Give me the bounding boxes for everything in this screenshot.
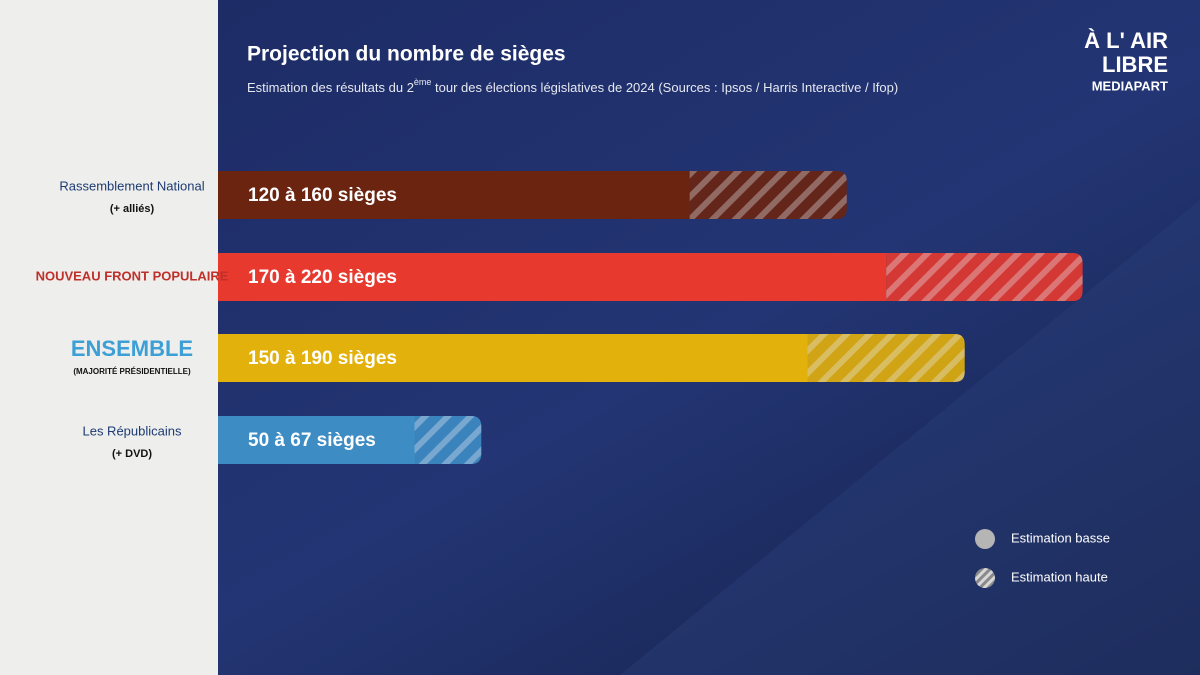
bar-low xyxy=(218,416,415,464)
subtitle-text: Estimation des résultats du 2 xyxy=(247,80,414,95)
party-name: Les Républicains xyxy=(82,423,182,438)
legend-label: Estimation basse xyxy=(1011,530,1110,545)
party-note: (MAJORITÉ PRÉSIDENTIELLE) xyxy=(73,367,191,376)
legend-swatch xyxy=(975,568,995,588)
party-name: Rassemblement National xyxy=(59,178,204,193)
brand: MEDIAPART xyxy=(1092,78,1168,93)
bar-low xyxy=(218,334,808,382)
bar-high xyxy=(807,334,965,382)
party-name: ENSEMBLE xyxy=(71,336,193,361)
subtitle-superscript: ème xyxy=(414,77,432,87)
bar-low xyxy=(218,171,690,219)
building-shade xyxy=(620,200,1200,675)
bar-high xyxy=(886,253,1083,301)
party-name: NOUVEAU FRONT POPULAIRE xyxy=(36,268,229,283)
value-label: 120 à 160 sièges xyxy=(248,185,397,206)
bar-low xyxy=(218,253,887,301)
value-label: 170 à 220 sièges xyxy=(248,267,397,288)
bar-high xyxy=(414,416,482,464)
subtitle-text: tour des élections législatives de 2024 … xyxy=(431,80,898,95)
bar-high xyxy=(689,171,847,219)
logo-panel xyxy=(0,0,218,675)
legend-label: Estimation haute xyxy=(1011,569,1108,584)
party-note: (+ DVD) xyxy=(112,448,152,460)
party-note: (+ alliés) xyxy=(110,203,155,215)
brand: LIBRE xyxy=(1102,52,1168,77)
value-label: 50 à 67 sièges xyxy=(248,430,376,451)
brand: À L' AIR xyxy=(1084,28,1168,53)
chart-subtitle: Estimation des résultats du 2ème tour de… xyxy=(247,77,898,95)
value-label: 150 à 190 sièges xyxy=(248,348,397,369)
legend-swatch xyxy=(975,529,995,549)
chart-title: Projection du nombre de sièges xyxy=(247,43,566,66)
